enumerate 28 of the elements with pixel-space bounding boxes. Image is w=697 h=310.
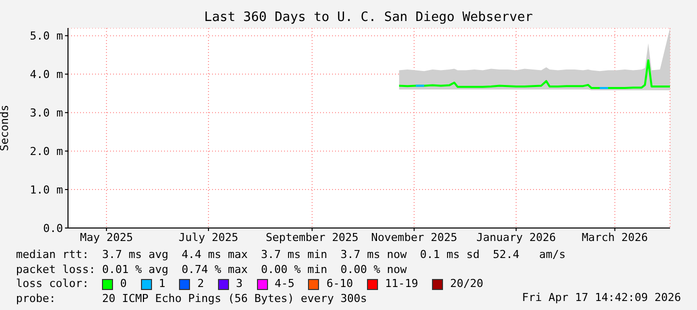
y-tick-label: 3.0 m [30,106,64,120]
legend-label: 4-5 [274,277,294,292]
chart-title: Last 360 Days to U. C. San Diego Webserver [203,9,534,26]
y-tick-label: 0.0 [43,222,63,235]
x-tick-label: September 2025 [266,230,359,244]
text: packet loss: 0.01 % avg 0.74 % max 0.00 % min 0.00 % now [16,262,408,277]
legend-label: 20/20 [449,277,484,292]
y-tick-label: 4.0 m [30,68,64,82]
line-series [398,59,670,89]
legend-label: 2 [196,277,204,292]
x-tick-label: January 2026 [476,230,556,244]
y-tick-label: 5.0 m [30,30,64,43]
text: median rtt: 3.7 ms avg 4.4 ms max 3.7 ms min 3.7 ms now 0.1 ms sd 52.4 am/s [16,248,566,262]
x-tick-label: November 2025 [371,230,458,244]
legend-label: 1 [158,277,166,292]
legend-label: 3 [234,277,243,292]
x-tick-label: March 2026 [582,230,648,244]
legend-title: loss color: [16,277,90,292]
legend-label: 6-10 [325,277,353,292]
y-axis-title: Seconds [0,104,11,152]
x-tick-label: July 2025 [178,230,238,244]
y-tick-label: 2.0 m [30,144,64,158]
text: Fri Apr 17 14:42:09 2026 [522,291,681,304]
text: probe: 20 ICMP Echo Pings (56 Bytes) every 300s [16,292,367,304]
x-tick-label: May 2025 [80,230,133,244]
legend-label: 11-19 [384,277,418,292]
legend-label: 0 [119,277,127,292]
y-tick-label: 1.0 m [30,183,64,196]
